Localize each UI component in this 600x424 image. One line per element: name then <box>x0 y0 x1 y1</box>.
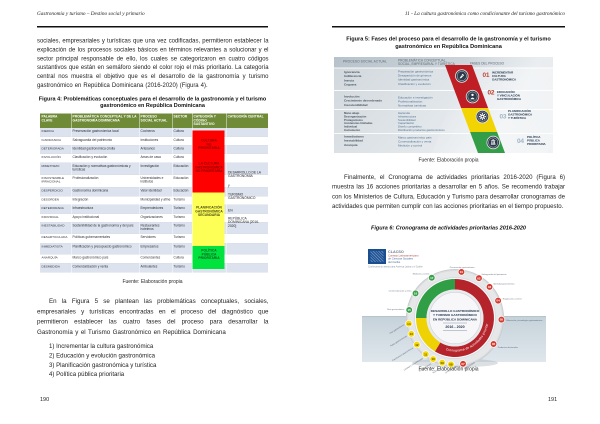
svg-text:Y TURISMO GASTRONÓMICO: Y TURISMO GASTRONÓMICO <box>433 312 478 317</box>
svg-text:15: 15 <box>408 308 412 312</box>
svg-text:07: 07 <box>461 362 465 366</box>
svg-text:EN REPÚBLICA DOMINICANA: EN REPÚBLICA DOMINICANA <box>433 317 478 322</box>
svg-text:Rutas gastronómicas: Rutas gastronómicas <box>390 335 408 348</box>
svg-text:Municipios: Municipios <box>433 368 442 375</box>
svg-text:14: 14 <box>407 322 411 326</box>
svg-text:05: 05 <box>500 318 504 322</box>
svg-text:Regulación y control: Regulación y control <box>503 298 522 301</box>
svg-text:Especialización: Especialización <box>419 363 432 372</box>
svg-text:Planificación gastronómica: Planificación gastronómica <box>392 346 415 362</box>
svg-text:Preservación gastronómica: Preservación gastronómica <box>450 266 476 269</box>
svg-text:Comercialización y venta: Comercialización y venta <box>389 290 413 293</box>
svg-text:08: 08 <box>449 362 453 366</box>
svg-text:16: 16 <box>414 291 418 295</box>
svg-text:10: 10 <box>431 357 435 361</box>
svg-text:Medición y control: Medición y control <box>413 272 430 275</box>
svg-text:2016 - 2020: 2016 - 2020 <box>445 325 464 329</box>
svg-text:Identidad gastronómica: Identidad gastronómica <box>493 283 515 286</box>
svg-text:11: 11 <box>424 352 428 356</box>
svg-text:04: 04 <box>496 299 500 303</box>
svg-text:12: 12 <box>415 343 419 347</box>
svg-text:03: 03 <box>488 285 492 289</box>
svg-text:09: 09 <box>441 361 445 365</box>
svg-text:Profesionales: Profesionales <box>463 361 475 370</box>
svg-text:Ruta gastronómica: Ruta gastronómica <box>387 308 405 311</box>
svg-text:Educación y tecnologías gastro: Educación y tecnologías gastronómicas <box>506 319 542 322</box>
svg-text:01: 01 <box>460 270 464 274</box>
svg-text:Productos destacados: Productos destacados <box>498 346 518 349</box>
svg-text:DESARROLLO GASTRONÓMICO: DESARROLLO GASTRONÓMICO <box>431 308 480 313</box>
svg-text:17: 17 <box>430 276 434 280</box>
svg-text:06: 06 <box>492 342 496 346</box>
svg-text:02: 02 <box>477 276 481 280</box>
svg-text:Plan gastronómico: Plan gastronómico <box>389 323 406 335</box>
svg-text:Salvaguarda del patrimonio: Salvaguarda del patrimonio <box>482 273 508 276</box>
svg-text:Universidades: Universidades <box>444 365 457 374</box>
svg-text:13: 13 <box>410 332 414 336</box>
